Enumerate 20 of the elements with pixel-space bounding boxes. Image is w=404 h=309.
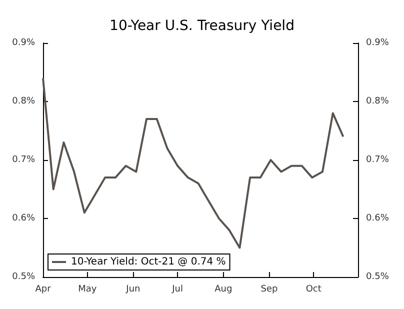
y2-tick-label: 0.8% [366, 96, 390, 106]
y-tick-label: 0.8% [12, 96, 36, 106]
x-tick-label: Jun [125, 284, 140, 294]
y-tick-label: 0.7% [12, 155, 36, 165]
chart-title: 10-Year U.S. Treasury Yield [110, 18, 294, 34]
y-tick-label: 0.6% [12, 214, 36, 224]
line-series [42, 77, 344, 249]
y-tick-label: 0.9% [12, 38, 36, 48]
y2-tick-label: 0.5% [366, 272, 390, 282]
y2-tick-label: 0.9% [366, 38, 390, 48]
x-tick-label: Sep [260, 284, 278, 294]
x-tick-label: Oct [306, 284, 322, 294]
y2-tick-label: 0.7% [366, 155, 390, 165]
x-tick-label: May [78, 284, 98, 294]
y2-tick-label: 0.6% [366, 214, 390, 224]
x-tick-label: Jul [171, 284, 184, 294]
legend-label: 10-Year Yield: Oct-21 @ 0.74 % [71, 256, 226, 268]
x-tick-label: Apr [35, 284, 52, 294]
y-tick-label: 0.5% [12, 272, 36, 282]
x-tick-label: Aug [214, 284, 232, 294]
